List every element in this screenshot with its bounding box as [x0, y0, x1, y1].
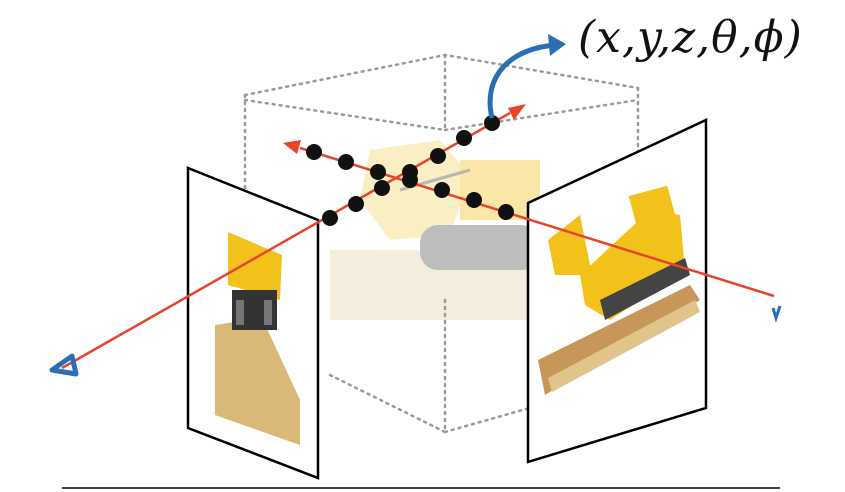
camera-icon [49, 353, 79, 377]
arrow-up-icon [487, 34, 566, 119]
coord-label: (x,y,z,θ,ϕ) [578, 12, 803, 63]
sample-points [306, 115, 514, 226]
right-camera-mark [771, 305, 782, 323]
left-image-plane [186, 166, 320, 480]
right-image-plane [526, 118, 708, 464]
